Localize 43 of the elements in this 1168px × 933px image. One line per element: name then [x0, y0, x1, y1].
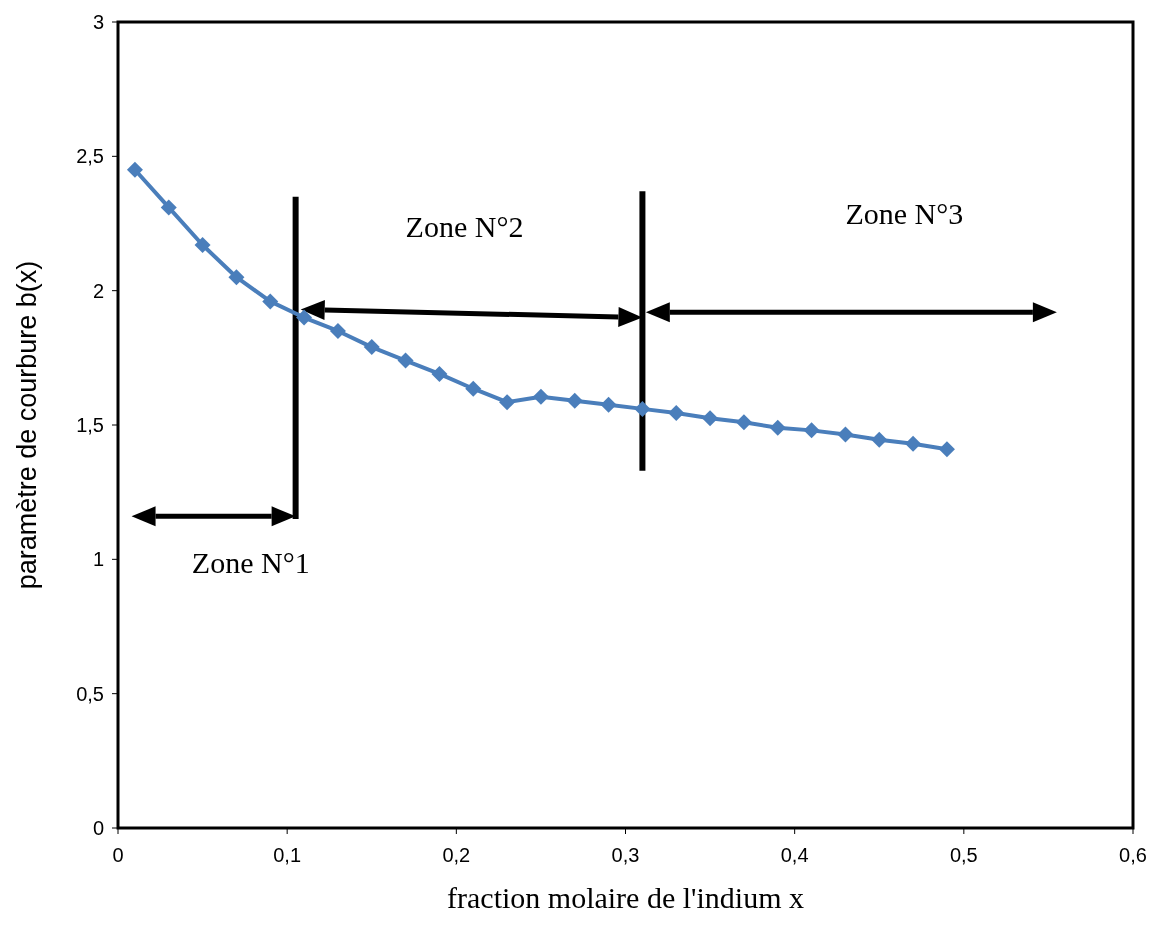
x-tick-label: 0	[112, 844, 124, 866]
point	[769, 419, 786, 436]
point	[465, 380, 482, 397]
point	[397, 352, 414, 369]
point	[905, 435, 922, 452]
y-tick-label: 0,5	[76, 682, 104, 705]
x-tick-label: 0,2	[442, 844, 471, 866]
x-axis-title: fraction molaire de l'indium x	[447, 881, 804, 914]
point	[871, 431, 888, 448]
x-tick-label: 0,3	[611, 844, 640, 866]
point	[837, 426, 854, 443]
annotation: Zone N°1	[191, 545, 310, 579]
y-tick-label: 2,5	[76, 145, 104, 168]
x-tick-label: 0,4	[780, 844, 809, 866]
y-tick-label: 1	[92, 548, 104, 571]
x-tick-label: 0,5	[949, 844, 978, 866]
point	[668, 404, 685, 421]
point	[160, 199, 177, 216]
x-tick-label: 0,1	[273, 844, 302, 866]
point	[363, 339, 380, 356]
annotation: Zone N°2	[405, 209, 524, 243]
point	[194, 236, 211, 253]
y-tick-label: 1,5	[76, 414, 104, 436]
point	[735, 414, 752, 431]
annotation: Zone N°3	[845, 196, 964, 230]
point	[634, 400, 651, 417]
y-axis-title: paramètre de courbure b(x)	[12, 260, 42, 590]
point	[600, 396, 617, 413]
point	[228, 269, 245, 286]
point	[262, 293, 279, 310]
point	[499, 394, 516, 411]
point	[566, 392, 583, 409]
point	[126, 161, 143, 178]
y-tick-label: 2	[92, 279, 104, 302]
point	[431, 365, 448, 382]
y-tick-label: 0	[92, 817, 104, 839]
point	[329, 322, 346, 339]
point	[532, 388, 549, 405]
point	[938, 441, 955, 458]
x-tick-label: 0,6	[1119, 844, 1147, 866]
y-tick-label: 3	[92, 11, 104, 33]
point	[702, 410, 719, 427]
point	[803, 422, 820, 439]
